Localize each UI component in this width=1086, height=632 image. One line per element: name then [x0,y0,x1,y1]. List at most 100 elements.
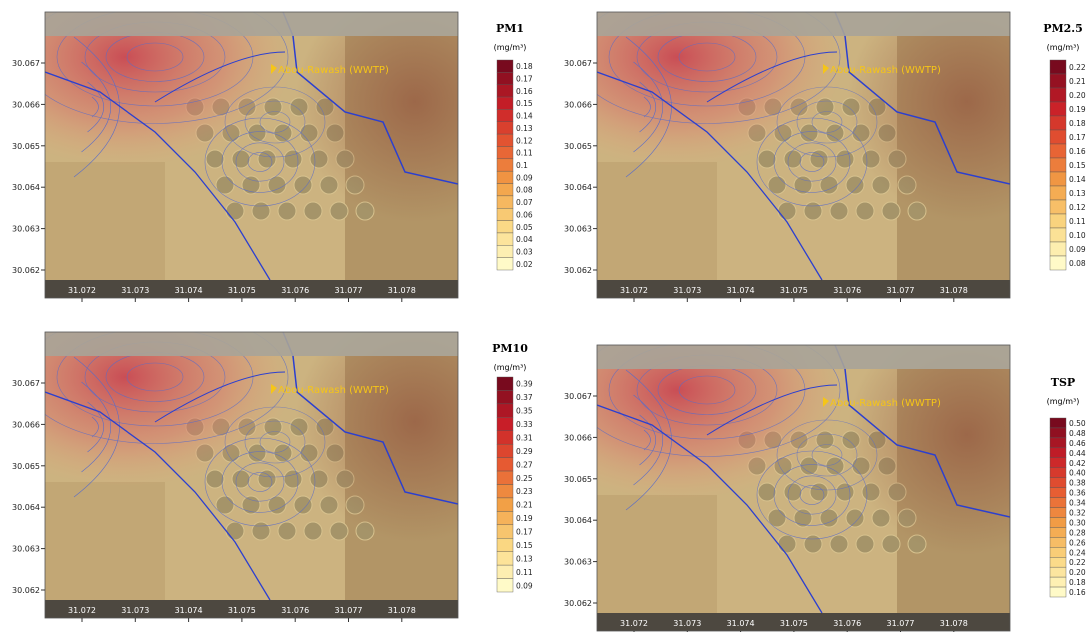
x-label: 31.073 [121,286,149,295]
legend-swatch [497,377,513,390]
legend-label: 0.05 [516,223,533,232]
legend-swatch [1050,144,1066,158]
legend-swatch [1050,527,1066,537]
x-label: 31.077 [335,606,363,615]
legend-swatch [1050,517,1066,527]
legend-swatch [1050,567,1066,577]
legend-label: 0.12 [516,136,533,145]
legend-swatch [1050,74,1066,88]
y-label: 30.066 [12,100,40,109]
legend-swatch [1050,478,1066,488]
legend-label: 0.15 [1069,161,1086,170]
legend-unit: (mg/m³) [494,363,527,372]
legend-label: 0.28 [1069,528,1086,537]
legend-swatch [1050,508,1066,518]
legend-label: 0.23 [516,487,533,496]
legend-swatch [1050,547,1066,557]
legend-label: 0.09 [516,173,533,182]
legend-label: 0.18 [1069,578,1086,587]
legend-label: 0.24 [1069,548,1086,557]
legend-label: 0.11 [516,568,533,577]
map-image: Abou-Rawash (WWTP) [507,280,1086,631]
hotspot [507,280,847,500]
legend-swatch [1050,488,1066,498]
legend-label: 0.12 [1069,203,1086,212]
legend-label: 0.37 [516,393,533,402]
x-label: 31.078 [388,286,416,295]
legend-label: 0.04 [516,235,533,244]
y-label: 30.066 [564,433,592,442]
legend-swatch [497,184,513,196]
legend-swatch [497,208,513,220]
legend-title: PM2.5 [1043,22,1083,35]
legend-swatch [1050,498,1066,508]
legend-label: 0.39 [516,380,533,389]
x-label: 31.072 [68,606,96,615]
x-label: 31.074 [175,606,203,615]
legend-label: 0.25 [516,474,533,483]
place-label: Abou-Rawash (WWTP) [830,65,941,76]
legend-swatch [497,97,513,109]
legend-swatch [1050,458,1066,468]
y-label: 30.062 [564,599,592,608]
y-label: 30.062 [12,266,40,275]
legend-swatch [1050,172,1066,186]
legend-swatch [497,525,513,538]
legend-title: PM1 [496,22,524,35]
legend-swatch [1050,158,1066,172]
legend-swatch [497,417,513,430]
y-label: 30.063 [564,225,592,234]
legend-label: 0.1 [516,161,528,170]
legend-swatch [497,498,513,511]
y-label: 30.063 [564,558,592,567]
top-strip [45,12,458,36]
legend-label: 0.14 [516,112,533,121]
legend-swatch [497,134,513,146]
legend-swatch [1050,577,1066,587]
top-strip [597,12,1010,36]
legend-swatch [497,245,513,257]
x-label: 31.072 [68,286,96,295]
top-strip [597,345,1010,369]
y-label: 30.064 [12,183,40,192]
legend-label: 0.19 [1069,105,1086,114]
legend-label: 0.18 [516,62,533,71]
legend-label: 0.09 [516,581,533,590]
map-panel: Abou-Rawash (WWTP)30.06730.06630.06530.0… [0,0,535,302]
legend-unit: (mg/m³) [494,43,527,52]
legend-label: 0.50 [1069,419,1086,428]
legend-swatch [1050,186,1066,200]
legend-swatch [1050,587,1066,597]
x-label: 31.076 [833,619,861,628]
legend-swatch [497,404,513,417]
legend-swatch [497,109,513,121]
y-label: 30.062 [12,586,40,595]
legend-swatch [1050,130,1066,144]
y-label: 30.067 [12,379,40,388]
legend-title: PM10 [492,342,528,355]
x-label: 31.072 [620,619,648,628]
legend-label: 0.32 [1069,508,1086,517]
legend-label: 0.29 [516,447,533,456]
legend-label: 0.21 [1069,77,1086,86]
y-label: 30.067 [564,392,592,401]
x-label: 31.077 [335,286,363,295]
place-label: Abou-Rawash (WWTP) [278,65,389,76]
legend-swatch [497,458,513,471]
legend-swatch [497,538,513,551]
y-label: 30.065 [12,462,40,471]
legend-swatch [497,579,513,592]
x-label: 31.072 [620,286,648,295]
map-panel: Abou-Rawash (WWTP)30.06730.06630.06530.0… [507,0,1086,302]
legend-swatch [497,85,513,97]
legend-label: 0.14 [1069,175,1086,184]
y-label: 30.065 [564,475,592,484]
legend-swatch [1050,200,1066,214]
legend-swatch [1050,228,1066,242]
legend-swatch [1050,418,1066,428]
legend-swatch [497,233,513,245]
legend-label: 0.06 [516,210,533,219]
y-label: 30.066 [564,100,592,109]
legend-label: 0.15 [516,99,533,108]
x-label: 31.078 [940,619,968,628]
